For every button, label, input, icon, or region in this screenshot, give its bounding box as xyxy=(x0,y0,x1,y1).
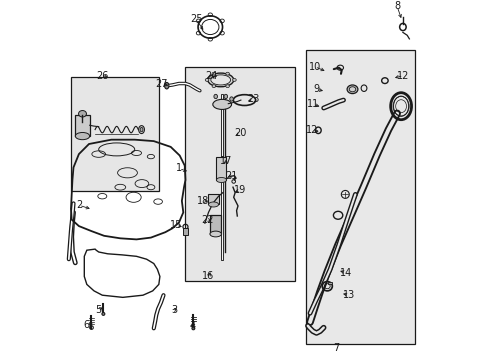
Ellipse shape xyxy=(212,85,215,87)
Ellipse shape xyxy=(210,75,230,85)
Bar xyxy=(306,50,414,344)
Text: 24: 24 xyxy=(205,71,217,81)
Bar xyxy=(185,67,294,281)
Ellipse shape xyxy=(205,78,208,81)
Text: 2: 2 xyxy=(76,200,82,210)
Text: 5: 5 xyxy=(95,305,101,315)
Text: 20: 20 xyxy=(234,128,246,138)
Text: 13: 13 xyxy=(342,290,354,300)
Text: 16: 16 xyxy=(202,271,214,282)
Ellipse shape xyxy=(212,72,215,75)
Text: 17: 17 xyxy=(220,156,232,166)
Text: 10: 10 xyxy=(308,62,320,72)
Ellipse shape xyxy=(346,85,357,94)
Text: 12: 12 xyxy=(305,125,318,135)
Ellipse shape xyxy=(209,231,221,237)
Text: 3: 3 xyxy=(171,305,177,315)
Bar xyxy=(182,228,188,235)
Text: 12: 12 xyxy=(397,71,409,81)
Text: 11: 11 xyxy=(306,99,318,109)
Text: 15: 15 xyxy=(169,220,182,230)
Bar xyxy=(71,77,159,191)
Ellipse shape xyxy=(140,127,142,132)
Ellipse shape xyxy=(213,94,217,99)
Text: 19: 19 xyxy=(234,185,246,195)
Ellipse shape xyxy=(79,111,86,117)
Text: 1: 1 xyxy=(176,163,182,174)
Ellipse shape xyxy=(348,87,355,92)
Text: 14: 14 xyxy=(339,268,351,278)
Text: 6: 6 xyxy=(83,320,90,330)
Text: 4: 4 xyxy=(189,321,195,331)
Text: 18: 18 xyxy=(197,196,209,206)
Bar xyxy=(208,194,218,204)
Text: 8: 8 xyxy=(393,1,399,12)
Text: 7: 7 xyxy=(333,343,339,354)
Ellipse shape xyxy=(216,177,226,183)
Text: 25: 25 xyxy=(190,14,202,24)
Text: 23: 23 xyxy=(246,94,259,104)
Text: 21: 21 xyxy=(225,171,237,181)
Ellipse shape xyxy=(75,132,89,140)
Ellipse shape xyxy=(232,78,236,81)
Text: 22: 22 xyxy=(201,215,213,225)
Ellipse shape xyxy=(164,82,168,89)
Ellipse shape xyxy=(207,73,233,87)
Ellipse shape xyxy=(212,99,231,109)
Text: 9: 9 xyxy=(312,84,319,94)
Bar xyxy=(216,157,226,180)
Text: 26: 26 xyxy=(96,71,108,81)
Ellipse shape xyxy=(225,85,229,87)
Ellipse shape xyxy=(102,312,104,315)
Ellipse shape xyxy=(224,94,227,99)
Ellipse shape xyxy=(208,202,218,207)
Ellipse shape xyxy=(225,72,229,75)
Ellipse shape xyxy=(192,327,194,330)
Text: 27: 27 xyxy=(155,78,167,89)
Ellipse shape xyxy=(229,97,233,101)
Bar xyxy=(209,215,221,234)
Bar xyxy=(75,115,89,136)
Bar xyxy=(327,282,331,284)
